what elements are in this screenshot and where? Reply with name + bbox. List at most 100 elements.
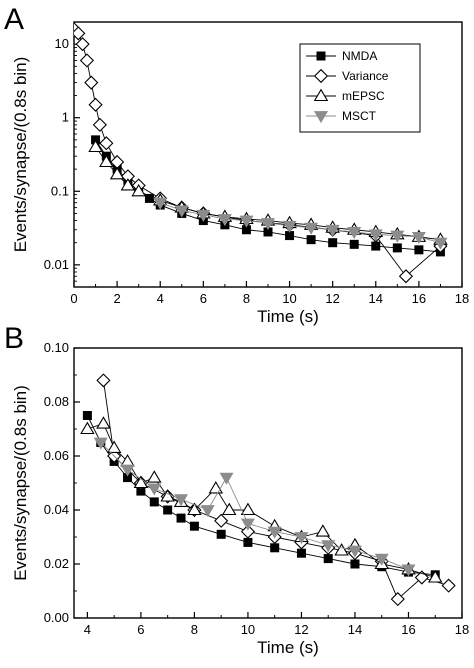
data-point bbox=[144, 193, 154, 203]
data-point bbox=[84, 75, 99, 90]
legend-marker bbox=[313, 88, 329, 102]
data-point bbox=[321, 540, 336, 553]
data-point bbox=[136, 486, 146, 496]
x-tick-label: 12 bbox=[294, 622, 308, 637]
data-layer bbox=[74, 22, 448, 284]
legend-marker bbox=[313, 68, 329, 84]
data-point bbox=[187, 502, 202, 516]
data-point bbox=[147, 483, 162, 496]
legend-label: Variance bbox=[342, 69, 389, 83]
data-layer bbox=[80, 373, 456, 607]
data-point bbox=[398, 269, 414, 284]
data-point bbox=[323, 554, 333, 564]
series-msct bbox=[153, 197, 448, 250]
legend: NMDA Variance mEPSC MSCT bbox=[299, 43, 421, 133]
y-axis-title: Events/synapse/(0.8s bin) bbox=[11, 385, 30, 581]
data-point bbox=[189, 521, 199, 531]
data-point bbox=[106, 440, 122, 453]
data-point bbox=[219, 472, 234, 485]
legend-marker bbox=[316, 51, 326, 61]
y-axis-title: Events/synapse/(0.8s bin) bbox=[11, 57, 30, 253]
data-point bbox=[270, 543, 280, 553]
y-tick-label: 10 bbox=[55, 36, 69, 51]
data-point bbox=[208, 481, 224, 494]
x-tick-label: 4 bbox=[157, 291, 164, 306]
x-tick-label: 18 bbox=[455, 291, 469, 306]
legend-label: NMDA bbox=[342, 49, 377, 63]
data-point bbox=[131, 183, 146, 197]
x-tick-label: 10 bbox=[282, 291, 296, 306]
data-point bbox=[217, 214, 232, 227]
data-point bbox=[214, 513, 229, 528]
data-point bbox=[160, 489, 175, 502]
data-point bbox=[221, 502, 237, 516]
data-point bbox=[241, 225, 251, 235]
data-point bbox=[88, 139, 103, 153]
x-tick-label: 14 bbox=[348, 622, 362, 637]
data-point bbox=[263, 227, 273, 237]
data-point bbox=[109, 166, 125, 180]
x-tick-label: 6 bbox=[200, 291, 207, 306]
x-tick-label: 8 bbox=[243, 291, 250, 306]
data-point bbox=[99, 136, 114, 151]
data-point bbox=[174, 494, 189, 507]
x-tick-label: 10 bbox=[241, 622, 255, 637]
data-point bbox=[374, 553, 389, 566]
x-tick-label: 16 bbox=[412, 291, 426, 306]
data-point bbox=[149, 497, 159, 507]
data-point bbox=[414, 570, 429, 585]
legend-label: mEPSC bbox=[342, 89, 385, 103]
data-point bbox=[304, 222, 319, 235]
data-point bbox=[239, 215, 254, 228]
data-point bbox=[347, 545, 362, 558]
y-tick-label: 0.01 bbox=[44, 257, 69, 272]
data-point bbox=[334, 543, 349, 556]
data-point bbox=[282, 220, 297, 233]
x-tick-label: 8 bbox=[191, 622, 198, 637]
data-point bbox=[133, 475, 149, 489]
data-point bbox=[261, 218, 275, 231]
data-point bbox=[347, 227, 362, 240]
x-tick-label: 16 bbox=[401, 622, 415, 637]
y-tick-label: 1 bbox=[62, 110, 69, 125]
y-tick-label: 0.08 bbox=[44, 394, 69, 409]
data-point bbox=[120, 464, 135, 477]
y-tick-label: 0.06 bbox=[44, 448, 69, 463]
data-point bbox=[441, 578, 456, 593]
data-point bbox=[267, 526, 282, 539]
data-point bbox=[427, 570, 443, 583]
data-point bbox=[75, 37, 90, 52]
data-point bbox=[371, 241, 381, 251]
data-point bbox=[240, 524, 256, 539]
legend-marker bbox=[314, 111, 328, 124]
y-tick-label: 0.1 bbox=[51, 183, 69, 198]
data-point bbox=[99, 154, 114, 168]
data-point bbox=[96, 416, 111, 429]
data-point bbox=[285, 231, 295, 241]
panel-a-letter: A bbox=[4, 3, 24, 36]
data-point bbox=[93, 437, 108, 450]
data-point bbox=[200, 505, 215, 518]
series-msct bbox=[93, 437, 416, 577]
data-point bbox=[401, 564, 416, 577]
data-point bbox=[92, 117, 107, 132]
data-point bbox=[82, 411, 92, 420]
data-point bbox=[216, 529, 226, 539]
y-tick-label: 0.02 bbox=[44, 556, 69, 571]
plot-frame bbox=[73, 347, 463, 619]
x-tick-label: 18 bbox=[455, 622, 469, 637]
panel-b-letter: B bbox=[4, 322, 24, 355]
data-point bbox=[368, 229, 383, 242]
data-point bbox=[390, 230, 405, 243]
data-point bbox=[349, 239, 359, 249]
data-point bbox=[414, 245, 424, 255]
data-point bbox=[147, 470, 162, 483]
data-point bbox=[153, 197, 168, 210]
data-point bbox=[433, 237, 448, 250]
data-point bbox=[240, 502, 256, 516]
y-tick-label: 0.04 bbox=[44, 502, 69, 517]
data-point bbox=[74, 26, 86, 41]
data-point bbox=[306, 235, 316, 245]
data-point bbox=[240, 518, 255, 531]
data-point bbox=[296, 548, 306, 558]
